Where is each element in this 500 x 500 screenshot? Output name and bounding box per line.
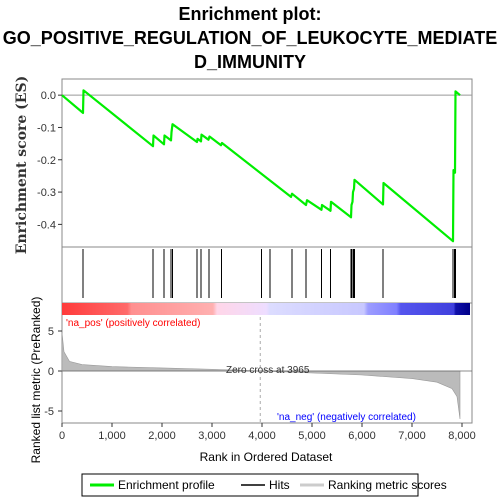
es-tick-label: -0.3 — [37, 187, 56, 199]
es-tick-label: -0.1 — [37, 122, 56, 134]
x-tick-label: 6,000 — [348, 430, 376, 442]
es-tick-label: -0.4 — [37, 219, 56, 231]
hit-markers — [82, 249, 456, 298]
ranked-metric-fill — [61, 332, 461, 420]
title-line-3: D_IMMUNITY — [194, 52, 306, 72]
x-axis: 0 1,000 2,000 3,000 4,000 5,000 6,000 7,000 8,00… — [59, 423, 476, 442]
x-tick-label: 4,000 — [248, 430, 276, 442]
x-tick-label: 2,000 — [148, 430, 176, 442]
legend-hits-label: Hits — [269, 478, 290, 492]
zero-cross-label: Zero cross at 3965 — [226, 365, 310, 376]
es-tick-label: 0.0 — [41, 90, 56, 102]
legend-metric-label: Ranking metric scores — [328, 478, 447, 492]
legend-profile-label: Enrichment profile — [118, 478, 215, 492]
metric-tick-label: 0 — [48, 366, 54, 378]
es-axis: 0.0 -0.1 -0.2 -0.3 -0.4 — [37, 90, 472, 231]
metric-axis-label: Ranked list metric (PreRanked) — [29, 297, 43, 464]
x-tick-label: 3,000 — [198, 430, 226, 442]
x-tick-label: 5,000 — [298, 430, 326, 442]
title-line-1: Enrichment plot: — [179, 4, 322, 24]
title-line-2: GO_POSITIVE_REGULATION_OF_LEUKOCYTE_MEDI… — [3, 28, 497, 48]
pos-label: 'na_pos' (positively correlated) — [66, 318, 200, 329]
metric-panel — [61, 302, 473, 424]
hits-panel — [61, 246, 473, 304]
x-tick-label: 8,000 — [448, 430, 476, 442]
x-tick-label: 1,000 — [98, 430, 126, 442]
enrichment-profile-layer — [61, 89, 461, 243]
x-tick-label: 7,000 — [398, 430, 426, 442]
enrichment-profile-line — [61, 89, 461, 243]
x-axis-label: Rank in Ordered Dataset — [200, 450, 333, 464]
metric-axis: 5 0 -5 — [44, 326, 62, 418]
legend: Enrichment profile Hits Ranking metric s… — [81, 473, 447, 497]
ranked-metric-area — [61, 317, 472, 423]
es-tick-label: -0.2 — [37, 155, 56, 167]
ranking-color-bar — [62, 303, 470, 315]
es-panel — [61, 78, 473, 248]
metric-tick-label: 5 — [48, 326, 54, 338]
x-tick-label: 0 — [59, 430, 65, 442]
metric-tick-label: -5 — [44, 406, 54, 418]
neg-label: 'na_neg' (negatively correlated) — [277, 412, 416, 423]
es-axis-label: Enrichment score (ES) — [14, 76, 30, 254]
